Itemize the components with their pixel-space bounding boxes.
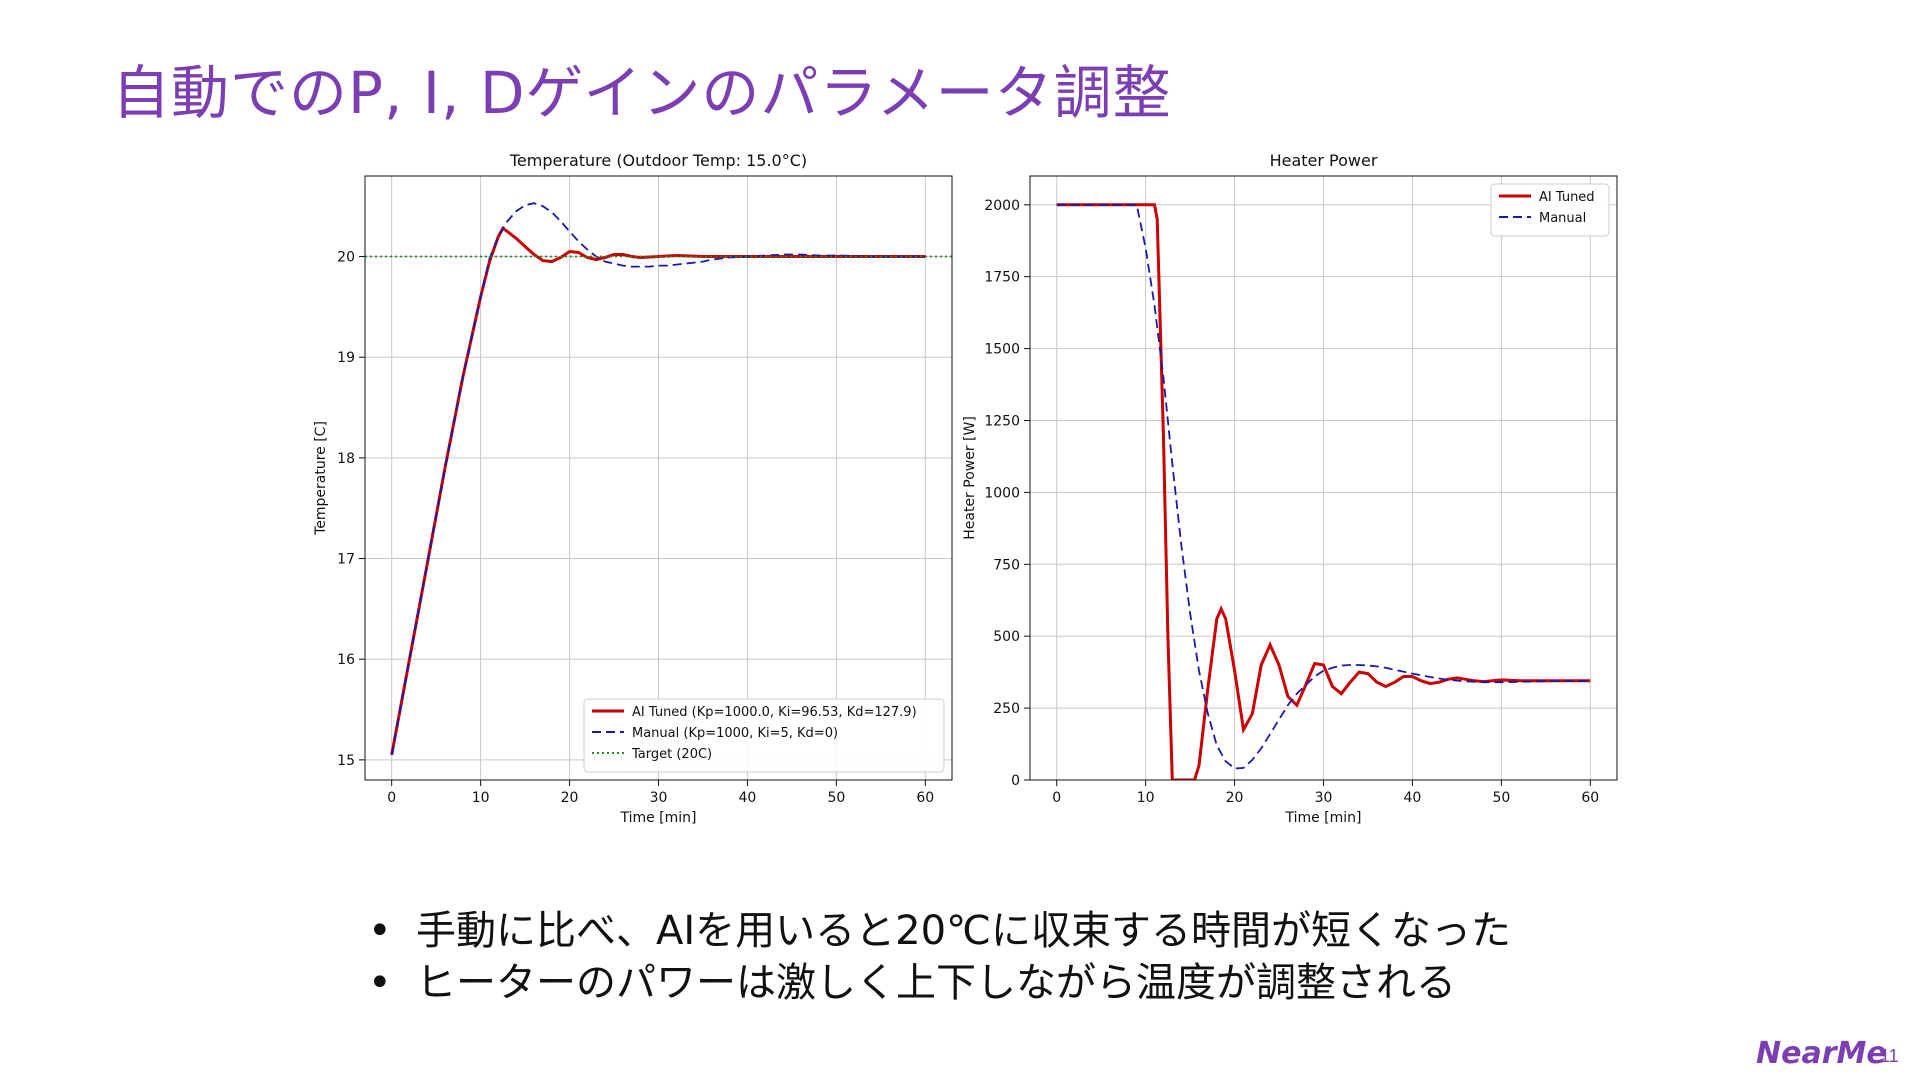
heater-power-chart: Heater Power 0 10 20 30 40 50 60 0 250 500 750 1000 1…: [962, 151, 1618, 826]
chart-title: Temperature (Outdoor Temp: 15.0°C): [509, 151, 807, 170]
y-tick-label: 18: [337, 451, 355, 467]
plot-frame: [364, 175, 953, 781]
x-tick-label: 0: [387, 790, 396, 806]
y-tick-label: 16: [337, 652, 355, 668]
y-tick-label: 19: [337, 350, 355, 366]
x-tick-label: 30: [1315, 790, 1333, 806]
bullet-text-1: 手動に比べ、AIを用いると20℃に収束する時間が短くなった: [416, 908, 1511, 954]
y-tick-label: 15: [337, 753, 355, 769]
legend-label: AI Tuned: [1539, 190, 1595, 205]
x-tick-label: 10: [472, 790, 490, 806]
slide-title: 自動でのP, I, Dゲインのパラメータ調整: [112, 59, 1172, 127]
y-tick-label: 20: [337, 250, 355, 266]
bullet-list: • 手動に比べ、AIを用いると20℃に収束する時間が短くなった • ヒーターのパワー…: [360, 905, 1511, 1009]
legend-label: Manual (Kp=1000, Ki=5, Kd=0): [632, 726, 838, 741]
chart-title: Heater Power: [1270, 151, 1378, 170]
y-tick-label: 1750: [984, 270, 1020, 286]
y-tick-label: 2000: [984, 198, 1020, 214]
y-tick-label: 1000: [984, 485, 1020, 501]
plot-frame: [1029, 175, 1618, 781]
legend-label: Manual: [1539, 211, 1586, 226]
legend-box: [583, 698, 945, 773]
x-tick-label: 40: [739, 790, 757, 806]
x-tick-label: 30: [650, 790, 668, 806]
y-tick-label: 500: [993, 629, 1020, 645]
x-tick-label: 40: [1404, 790, 1422, 806]
y-axis-label: Heater Power [W]: [962, 416, 978, 540]
bullet-marker: •: [368, 908, 392, 954]
temperature-chart: Temperature (Outdoor Temp: 15.0°C) 0 10 20 3…: [313, 151, 953, 826]
series-line-1: [1056, 203, 1591, 780]
y-tick-label: 750: [993, 557, 1020, 573]
x-axis-label: Time [min]: [619, 810, 696, 826]
bullet-marker: •: [368, 960, 392, 1006]
y-tick-label: 1500: [984, 342, 1020, 358]
bullet-text-2: ヒーターのパワーは激しく上下しながら温度が調整される: [416, 960, 1456, 1006]
x-tick-label: 20: [561, 790, 579, 806]
page-number: 11: [1880, 1046, 1899, 1066]
y-axis-label: Temperature [C]: [313, 421, 329, 536]
x-tick-label: 60: [1581, 790, 1599, 806]
bullet-item-1: • 手動に比べ、AIを用いると20℃に収束する時間が短くなった: [360, 905, 1511, 957]
series-line-2: [390, 202, 926, 755]
x-tick-label: 60: [916, 790, 934, 806]
x-axis-label: Time [min]: [1284, 810, 1361, 826]
series-line-2: [1056, 203, 1591, 770]
legend-label: Target (20C): [631, 747, 712, 762]
legend: AI Tuned Manual: [1490, 183, 1610, 237]
nearme-logo: NearMe: [1756, 1036, 1887, 1071]
x-tick-label: 50: [1492, 790, 1510, 806]
x-tick-label: 50: [827, 790, 845, 806]
x-tick-label: 10: [1137, 790, 1155, 806]
legend-label: AI Tuned (Kp=1000.0, Ki=96.53, Kd=127.9): [632, 705, 917, 720]
legend: AI Tuned (Kp=1000.0, Ki=96.53, Kd=127.9)…: [583, 698, 945, 773]
y-tick-label: 17: [337, 552, 355, 568]
charts-area: Temperature (Outdoor Temp: 15.0°C) 0 10 20 3…: [313, 151, 1618, 826]
x-tick-label: 0: [1052, 790, 1061, 806]
x-tick-label: 20: [1226, 790, 1244, 806]
y-tick-label: 1250: [984, 413, 1020, 429]
bullet-item-2: • ヒーターのパワーは激しく上下しながら温度が調整される: [360, 957, 1511, 1009]
y-tick-label: 250: [993, 701, 1020, 717]
y-tick-label: 0: [1011, 773, 1020, 789]
